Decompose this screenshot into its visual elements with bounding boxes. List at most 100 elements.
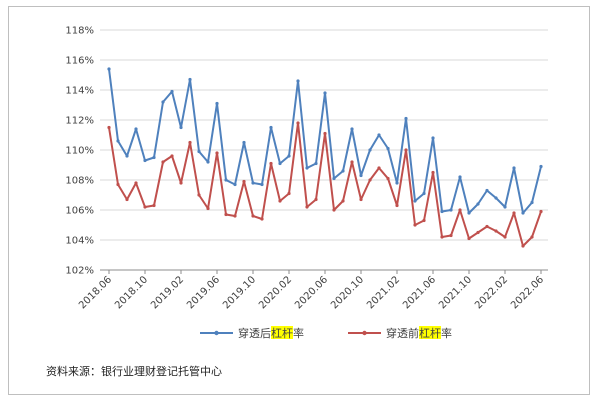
data-point (215, 101, 219, 106)
data-point (386, 176, 390, 181)
data-point (494, 229, 498, 233)
x-tick-label: 2020.06 (293, 274, 330, 311)
data-point (242, 179, 246, 184)
data-point (350, 127, 354, 131)
data-point (503, 235, 507, 239)
data-point (485, 188, 489, 193)
data-point (332, 208, 336, 212)
data-point (512, 166, 516, 170)
legend-red-prefix: 穿透前 (386, 326, 419, 340)
data-point (440, 235, 444, 239)
data-point (521, 244, 525, 248)
legend-blue-highlight: 杠杆 (271, 326, 293, 340)
y-tick-label: 106% (65, 206, 94, 217)
legend-blue-prefix: 穿透后 (238, 326, 271, 340)
data-point (116, 182, 120, 187)
x-tick-label: 2022.06 (509, 274, 546, 311)
data-point (341, 199, 345, 203)
y-tick-label: 108% (65, 176, 94, 187)
data-point (341, 169, 345, 173)
legend-label-pre-penetration: 穿透前杠杆率 (386, 326, 452, 340)
data-point (359, 197, 363, 202)
data-point (233, 214, 237, 218)
data-point (134, 127, 138, 131)
x-tick-label: 2021.06 (401, 274, 438, 311)
legend-blue-suffix: 率 (293, 326, 304, 340)
data-point (431, 170, 435, 175)
grid-lines (100, 29, 548, 271)
legend-label-post-penetration: 穿透后杠杆率 (238, 326, 304, 340)
legend-red-suffix: 率 (441, 326, 452, 340)
data-point (251, 181, 255, 185)
data-point (413, 199, 417, 203)
data-point (206, 206, 210, 211)
y-tick-label: 110% (65, 146, 94, 157)
data-point (269, 125, 273, 130)
data-point (251, 214, 255, 218)
data-point (467, 236, 471, 241)
y-tick-label: 114% (65, 86, 94, 97)
legend-highlight (271, 326, 293, 339)
chart-frame (8, 6, 590, 395)
data-point (422, 218, 426, 223)
data-point (197, 149, 201, 154)
data-point (116, 139, 120, 143)
series-lines (107, 67, 543, 248)
data-point (278, 161, 282, 166)
data-point (143, 205, 147, 209)
data-point (377, 166, 381, 170)
data-point (377, 133, 381, 137)
data-point (458, 208, 462, 212)
data-point (107, 67, 111, 71)
data-point (188, 77, 192, 82)
x-tick-label: 2022.02 (473, 274, 510, 311)
data-point (206, 160, 210, 164)
data-point (152, 203, 156, 208)
data-point (494, 196, 498, 200)
x-axis-ticks: 2018.062018.102019.022019.062019.102020.… (77, 270, 546, 311)
data-point (305, 205, 309, 209)
data-point (278, 199, 282, 203)
data-point (152, 155, 156, 160)
data-point (530, 200, 534, 205)
x-tick-label: 2020.02 (257, 274, 294, 311)
y-tick-label: 112% (65, 116, 94, 127)
data-point (161, 160, 165, 164)
legend-item-post-penetration: 穿透后杠杆率 (200, 326, 304, 340)
data-point (233, 182, 237, 187)
y-tick-label: 118% (65, 26, 94, 37)
data-point (314, 161, 318, 166)
data-point (458, 175, 462, 179)
data-point (197, 193, 201, 197)
data-point (287, 154, 291, 158)
legend: 穿透后杠杆率 穿透前杠杆率 (200, 326, 452, 340)
data-point (350, 160, 354, 164)
x-tick-label: 2021.02 (365, 274, 402, 311)
data-point (521, 211, 525, 215)
x-tick-label: 2020.10 (329, 274, 366, 311)
y-tick-label: 116% (65, 56, 94, 67)
data-point (161, 100, 165, 104)
x-tick-label: 2018.10 (113, 274, 150, 311)
x-tick-label: 2018.06 (77, 274, 114, 311)
data-point (503, 205, 507, 209)
x-tick-label: 2019.02 (149, 274, 186, 311)
data-point (449, 233, 453, 238)
data-point (170, 89, 174, 94)
data-point (422, 191, 426, 196)
data-point (395, 203, 399, 208)
data-point (332, 176, 336, 181)
data-point (134, 181, 138, 185)
data-point (125, 154, 129, 158)
data-point (359, 173, 363, 178)
y-tick-label: 102% (65, 266, 94, 277)
data-point (170, 154, 174, 158)
data-point (449, 208, 453, 212)
data-point (485, 224, 489, 229)
data-point (188, 140, 192, 145)
data-point (395, 181, 399, 185)
data-point (296, 121, 300, 125)
data-point (305, 166, 309, 170)
data-point (476, 202, 480, 206)
